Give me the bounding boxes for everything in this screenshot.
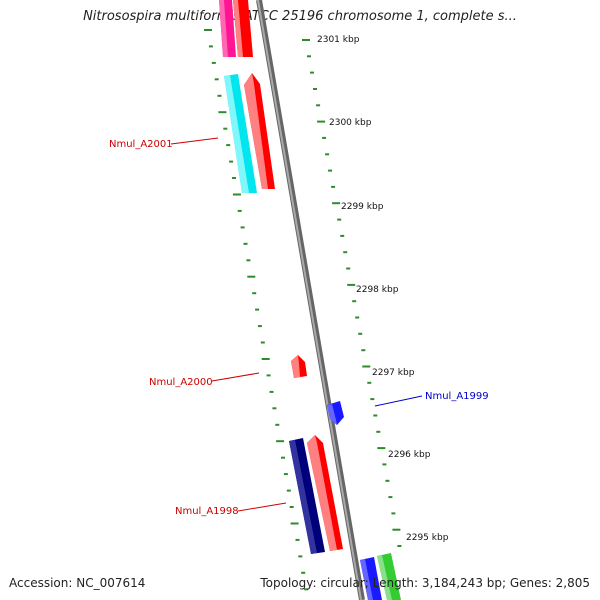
feature-blue-bottom: [360, 557, 382, 600]
inner-tick-track: [204, 29, 309, 591]
scale-label-2296: 2296 kbp: [388, 450, 431, 460]
feature-green-bottom: [377, 553, 401, 600]
outer-tick-track: [302, 39, 402, 547]
scale-label-2299: 2299 kbp: [341, 202, 384, 212]
topology-summary-text: Topology: circular; Length: 3,184,243 bp…: [260, 576, 590, 590]
feature-blue-1999: [327, 401, 344, 425]
gene-label-nmul-a1998[interactable]: Nmul_A1998: [175, 506, 239, 517]
gene-label-nmul-a2000[interactable]: Nmul_A2000: [149, 377, 213, 388]
scale-label-2301: 2301 kbp: [317, 35, 360, 45]
feature-magenta-top: [219, 0, 236, 57]
leader-nmul-a2000: [211, 372, 260, 382]
feature-red-top: [233, 0, 253, 57]
leader-nmul-a1999: [374, 395, 423, 407]
feature-navy-1998: [289, 438, 325, 554]
leader-nmul-a2001: [170, 137, 219, 145]
accession-text: Accession: NC_007614: [9, 576, 146, 590]
leader-nmul-a1998: [237, 502, 287, 512]
gene-label-nmul-a1999[interactable]: Nmul_A1999: [425, 391, 489, 402]
gene-label-nmul-a2001[interactable]: Nmul_A2001: [109, 139, 173, 150]
scale-label-2298: 2298 kbp: [356, 285, 399, 295]
feature-red-2001: [244, 73, 275, 189]
chromosome-backbone-highlight: [257, 0, 362, 600]
scale-label-2297: 2297 kbp: [372, 368, 415, 378]
feature-red-2000: [291, 355, 307, 378]
feature-cyan: [224, 74, 257, 193]
feature-red-1998: [307, 435, 343, 551]
scale-label-2300: 2300 kbp: [329, 118, 372, 128]
map-title: Nitrosospira multiformis ATCC 25196 chro…: [83, 9, 517, 24]
scale-label-2295: 2295 kbp: [406, 533, 449, 543]
